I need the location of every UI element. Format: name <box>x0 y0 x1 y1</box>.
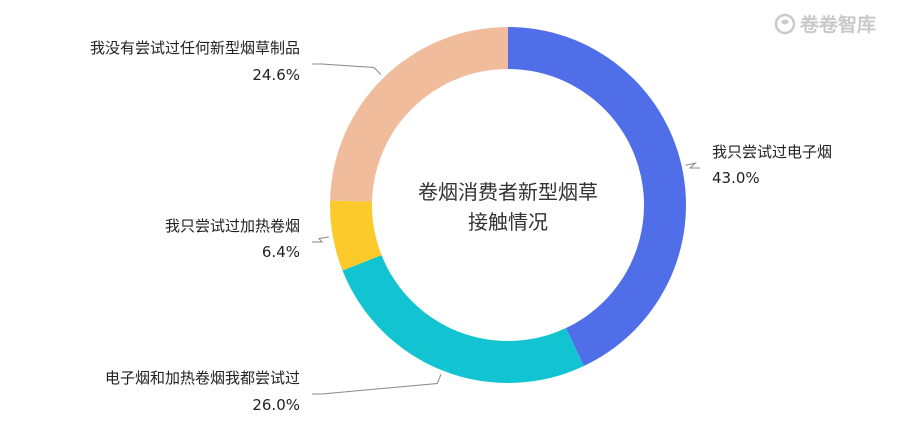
donut-slice-4 <box>330 27 508 202</box>
leader-line-1 <box>685 162 700 169</box>
slice-label-1: 我只尝试过电子烟 <box>712 143 832 161</box>
leader-line-4 <box>312 63 382 76</box>
watermark: 卷卷智库 <box>774 13 876 36</box>
slice-label-2: 电子烟和加热卷烟我都尝试过 <box>105 369 300 387</box>
slice-label-4: 我没有尝试过任何新型烟草制品 <box>90 39 300 57</box>
slice-value-4: 24.6% <box>252 66 300 84</box>
slice-value-1: 43.0% <box>712 169 760 187</box>
donut-slice-1 <box>508 27 686 367</box>
logo-icon <box>774 13 796 35</box>
center-title-line-1: 卷烟消费者新型烟草 <box>418 180 598 204</box>
donut-slice-2 <box>342 255 584 383</box>
slice-value-3: 6.4% <box>262 243 300 261</box>
slice-value-2: 26.0% <box>252 396 300 414</box>
leader-line-2 <box>312 374 442 395</box>
center-title-line-2: 接触情况 <box>468 210 548 234</box>
donut-slice-3 <box>330 200 382 271</box>
leader-line-3 <box>312 236 329 243</box>
watermark-text: 卷卷智库 <box>799 13 876 36</box>
slice-label-3: 我只尝试过加热卷烟 <box>165 217 300 235</box>
